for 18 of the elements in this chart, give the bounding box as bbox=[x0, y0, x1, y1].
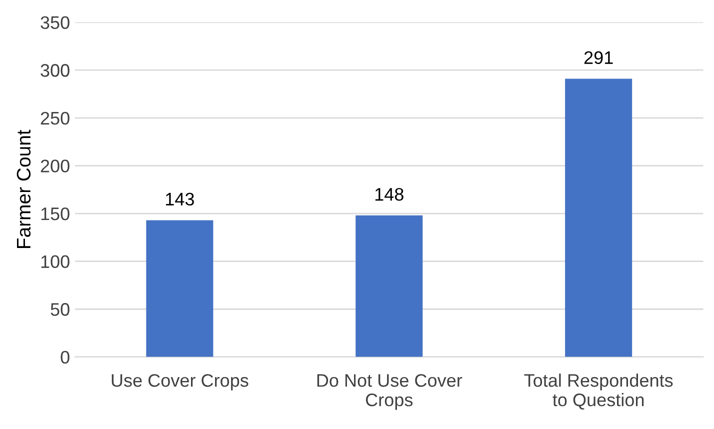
x-tick-label: Total Respondents to Question bbox=[524, 374, 673, 410]
data-label: 148 bbox=[375, 188, 404, 201]
y-tick-label: 200 bbox=[40, 160, 70, 172]
y-tick-label: 0 bbox=[60, 350, 70, 364]
y-axis-title: Farmer Count bbox=[16, 130, 31, 248]
y-tick-label: 100 bbox=[41, 255, 70, 268]
y-tick-label: 300 bbox=[40, 64, 70, 77]
bar bbox=[565, 78, 632, 357]
bar bbox=[146, 220, 214, 357]
y-tick-label: 250 bbox=[40, 112, 70, 125]
data-label: 143 bbox=[166, 192, 194, 206]
data-label: 291 bbox=[584, 51, 613, 64]
x-tick-label: Use Cover Crops bbox=[112, 374, 248, 390]
y-tick-label: 50 bbox=[50, 303, 70, 316]
x-tick-label: Do Not Use Cover Crops bbox=[317, 374, 462, 410]
bar bbox=[356, 215, 423, 357]
y-tick-label: 150 bbox=[41, 207, 70, 220]
y-tick-label: 350 bbox=[40, 16, 70, 30]
